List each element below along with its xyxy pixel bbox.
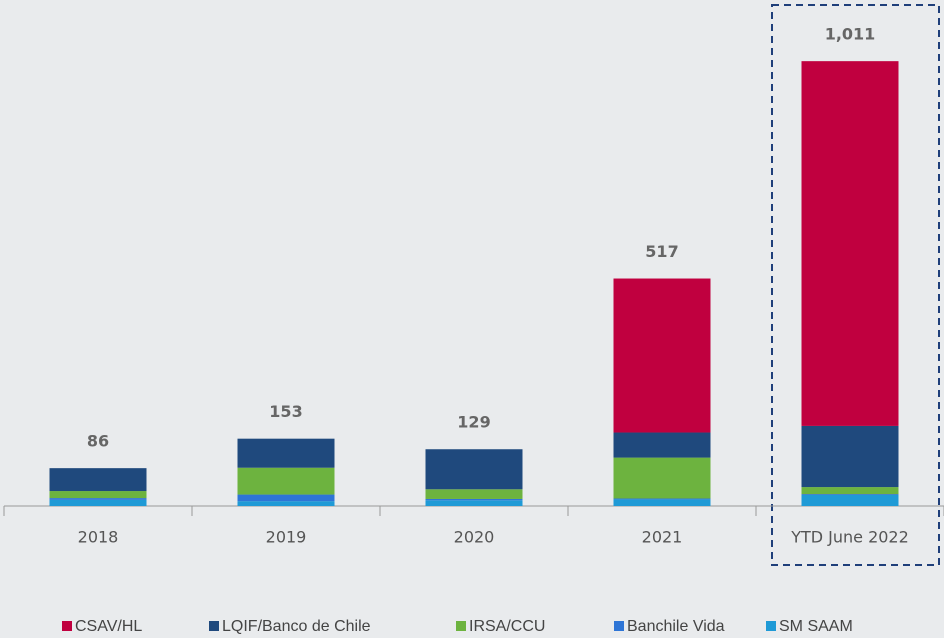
- total-label: 517: [645, 242, 678, 261]
- x-tick-label: 2021: [642, 528, 683, 547]
- legend-label: Banchile Vida: [627, 618, 725, 635]
- bar-segment: [425, 449, 523, 490]
- bar-segment: [49, 491, 147, 499]
- legend-swatch: [766, 621, 776, 631]
- x-tick-label: 2018: [78, 528, 119, 547]
- total-label: 1,011: [825, 25, 876, 44]
- x-tick-label: 2019: [266, 528, 307, 547]
- bar-segment: [425, 489, 523, 499]
- legend-label: SM SAAM: [779, 618, 853, 635]
- legend-swatch: [456, 621, 466, 631]
- bar-segment: [613, 278, 711, 433]
- bar-segment: [237, 467, 335, 495]
- total-label: 129: [457, 413, 490, 432]
- legend-swatch: [614, 621, 624, 631]
- bar-segment: [801, 61, 899, 426]
- legend-swatch: [209, 621, 219, 631]
- bar-segment: [613, 499, 711, 506]
- legend-label: LQIF/Banco de Chile: [222, 618, 371, 635]
- x-tick-label: YTD June 2022: [790, 528, 909, 547]
- bar-segment: [49, 499, 147, 506]
- bar-segment: [801, 495, 899, 506]
- bar-segment: [49, 468, 147, 492]
- highlight-box: [771, 4, 940, 566]
- bar-segment: [425, 500, 523, 506]
- legend-label: IRSA/CCU: [469, 618, 545, 635]
- bar-segment: [237, 501, 335, 506]
- bar-segment: [613, 498, 711, 500]
- bar-segment: [801, 425, 899, 488]
- bar-segment: [801, 487, 899, 495]
- legend-swatch: [62, 621, 72, 631]
- bar-segment: [49, 498, 147, 500]
- bar-segment: [425, 498, 523, 501]
- legend-label: CSAV/HL: [75, 618, 142, 635]
- bar-segment: [613, 457, 711, 499]
- bar-segment: [613, 432, 711, 458]
- total-label: 153: [269, 402, 302, 421]
- bar-segment: [237, 438, 335, 468]
- bar-segment: [237, 494, 335, 502]
- bar-segment: [801, 494, 899, 495]
- x-tick-label: 2020: [454, 528, 495, 547]
- total-label: 86: [87, 432, 109, 451]
